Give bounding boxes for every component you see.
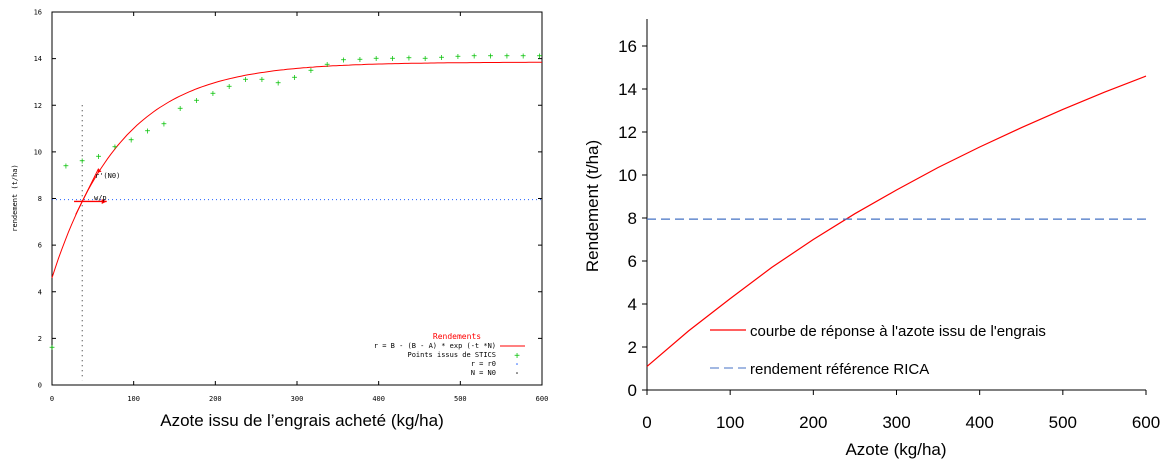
left-y-ticks: 0 2 4 6 8 10 12 14 16 <box>34 9 542 390</box>
left-legend-points-label: Points issus de STICS <box>407 351 496 359</box>
ratio-arrow-head <box>101 198 107 204</box>
left-legend-n0-swatch <box>516 372 518 374</box>
stics-point: + <box>243 75 249 86</box>
left-y-axis-label: rendement (t/ha) <box>11 164 19 231</box>
left-chart: 0 2 4 6 8 10 12 14 16 0 100 200 300 400 500 600 rendem… <box>11 9 548 431</box>
stics-point: + <box>439 53 445 64</box>
stics-point: + <box>357 55 363 66</box>
stics-point: + <box>210 89 216 100</box>
left-response-curve <box>51 61 542 278</box>
tangent-label: r'(N0) <box>95 172 120 180</box>
right-response-curve <box>646 75 1147 367</box>
stics-point: + <box>324 60 330 71</box>
stics-point: + <box>488 51 494 62</box>
right-x-tick-label: 600 <box>1132 413 1160 432</box>
stics-point: + <box>259 75 265 86</box>
stics-point: + <box>177 104 183 115</box>
stics-point: + <box>112 143 118 154</box>
right-legend-curve-label: courbe de réponse à l'azote issu de l'en… <box>750 323 1046 340</box>
stics-point: + <box>455 52 461 63</box>
right-legend: courbe de réponse à l'azote issu de l'en… <box>710 323 1046 378</box>
right-x-ticks: 0 100 200 300 400 500 600 <box>642 390 1160 432</box>
left-x-tick-label: 500 <box>454 395 467 403</box>
stics-point: + <box>63 161 69 172</box>
right-legend-ref-label: rendement référence RICA <box>750 361 929 378</box>
right-x-tick-label: 300 <box>882 413 910 432</box>
stics-point: + <box>537 51 543 62</box>
left-x-tick-label: 600 <box>536 395 549 403</box>
left-y-tick-label: 12 <box>34 102 42 110</box>
stics-point: + <box>422 54 428 65</box>
stics-point: + <box>292 73 298 84</box>
left-y-tick-label: 16 <box>34 9 42 17</box>
right-x-axis-label: Azote (kg/ha) <box>845 440 946 459</box>
ratio-label: w/p <box>94 194 107 202</box>
tangent-line <box>75 168 99 215</box>
left-legend-r0-swatch <box>516 363 518 365</box>
tangent-arrow-head <box>97 168 102 173</box>
stics-point: + <box>373 54 379 65</box>
stics-point: + <box>226 82 232 93</box>
left-x-axis-label: Azote issu de l’engrais acheté (kg/ha) <box>160 411 444 430</box>
right-y-ticks: 0 2 4 6 8 10 12 14 16 <box>618 37 647 400</box>
left-curve-line <box>51 61 542 278</box>
left-y-tick-label: 2 <box>38 335 42 343</box>
right-y-tick-label: 4 <box>628 295 637 314</box>
right-series <box>646 75 1147 367</box>
left-legend-curve-label: r = B - (B - A) * exp (-t *N) <box>374 342 496 350</box>
stics-point: + <box>308 66 314 77</box>
left-y-tick-label: 4 <box>38 288 42 296</box>
left-x-tick-label: 300 <box>291 395 304 403</box>
right-y-tick-label: 2 <box>628 338 637 357</box>
stics-point: + <box>161 119 167 130</box>
stics-point: + <box>504 51 510 62</box>
left-x-tick-label: 100 <box>127 395 140 403</box>
left-stics-points: + + + + + + + + + + + + + + + + + + + + + + + + + + + + + + + <box>49 51 543 354</box>
stics-point: + <box>128 136 134 147</box>
stics-point: + <box>406 54 412 65</box>
right-x-tick-label: 0 <box>642 413 651 432</box>
left-legend-n0-label: N = N0 <box>471 369 496 377</box>
right-x-tick-label: 200 <box>799 413 827 432</box>
left-legend-title: Rendements <box>433 332 481 341</box>
stics-point: + <box>390 54 396 65</box>
left-y-tick-label: 14 <box>34 55 42 63</box>
left-y-tick-label: 10 <box>34 148 42 156</box>
left-x-tick-label: 200 <box>209 395 222 403</box>
left-y-tick-label: 6 <box>38 242 42 250</box>
right-chart: 0 2 4 6 8 10 12 14 16 0 100 200 300 400 500 600 Rendem… <box>583 19 1160 459</box>
right-y-tick-label: 0 <box>628 381 637 400</box>
right-y-tick-label: 12 <box>618 123 637 142</box>
stics-point: + <box>49 343 55 354</box>
stics-point: + <box>520 51 526 62</box>
left-legend-r0-label: r = r0 <box>471 360 496 368</box>
left-legend-points-swatch: + <box>514 351 520 362</box>
right-y-tick-label: 16 <box>618 37 637 56</box>
right-y-tick-label: 6 <box>628 252 637 271</box>
left-tangent <box>74 168 107 215</box>
right-y-tick-label: 14 <box>618 80 637 99</box>
right-y-axis-label: Rendement (t/ha) <box>583 140 602 272</box>
stics-point: + <box>145 126 151 137</box>
right-y-tick-label: 8 <box>628 209 637 228</box>
left-x-tick-label: 400 <box>372 395 385 403</box>
left-y-tick-label: 8 <box>38 195 42 203</box>
right-x-tick-label: 100 <box>716 413 744 432</box>
stics-point: + <box>275 79 281 90</box>
stics-point: + <box>96 152 102 163</box>
left-y-tick-label: 0 <box>38 382 42 390</box>
stics-point: + <box>341 55 347 66</box>
right-x-tick-label: 500 <box>1049 413 1077 432</box>
right-y-tick-label: 10 <box>618 166 637 185</box>
stics-point: + <box>194 96 200 107</box>
stics-point: + <box>471 51 477 62</box>
right-x-tick-label: 400 <box>965 413 993 432</box>
left-x-tick-label: 0 <box>50 395 54 403</box>
stics-point: + <box>79 157 85 168</box>
left-legend: Rendements r = B - (B - A) * exp (-t *N)… <box>374 332 525 377</box>
left-reference-lines <box>52 105 542 381</box>
left-x-ticks: 0 100 200 300 400 500 600 <box>50 12 548 403</box>
